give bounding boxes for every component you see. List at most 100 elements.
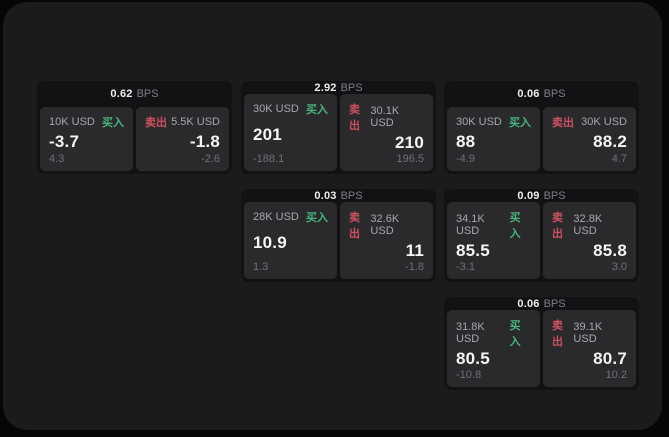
sell-amount: 32.6K USD (370, 213, 400, 237)
sell-tile-header: 卖出 30K USD (552, 114, 627, 130)
sell-price: 210 (395, 133, 424, 152)
buy-delta: -10.8 (456, 369, 482, 381)
quote-card-5: 0.09 BPS 34.1K USD 买入 85.5 -3.1 卖出 32.8K… (444, 189, 639, 282)
sell-amount: 30K USD (581, 116, 627, 128)
buy-delta: -3.1 (456, 261, 475, 273)
buy-price: 85.5 (456, 241, 490, 260)
sell-price: 80.7 (593, 349, 627, 368)
buy-price: -3.7 (49, 131, 80, 151)
sell-side-label: 卖出 (552, 212, 563, 240)
buy-amount: 10K USD (49, 116, 95, 128)
bps-unit-label: BPS (543, 297, 566, 310)
buy-amount: 28K USD (253, 211, 299, 223)
buy-tile-header: 34.1K USD 买入 (456, 209, 531, 241)
quote-card-3: 0.06 BPS 30K USD 买入 88 -4.9 卖出 30K USD (444, 81, 639, 174)
sell-quote-tile[interactable]: 卖出 30.1K USD 210 196.5 (340, 94, 433, 171)
buy-price: 201 (253, 125, 282, 144)
quote-card-2: 2.92 BPS 30K USD 买入 201 -188.1 卖出 30.1K … (241, 81, 436, 174)
card-body: 28K USD 买入 10.9 1.3 卖出 32.6K USD 11 -1.8 (241, 202, 436, 282)
bps-value: 0.09 (517, 189, 540, 202)
card-header: 0.06 BPS (444, 81, 639, 107)
sell-price: 85.8 (593, 241, 627, 260)
bps-unit-label: BPS (543, 88, 566, 100)
buy-price: 88 (456, 131, 476, 151)
card-header: 0.06 BPS (444, 297, 639, 310)
sell-amount: 30.1K USD (370, 105, 400, 129)
sell-quote-tile[interactable]: 卖出 30K USD 88.2 4.7 (543, 107, 636, 171)
card-body: 30K USD 买入 88 -4.9 卖出 30K USD 88.2 4.7 (444, 107, 639, 174)
sell-side-label: 卖出 (552, 320, 563, 348)
sell-delta: -1.8 (405, 261, 424, 273)
bps-unit-label: BPS (340, 81, 363, 94)
sell-quote-tile[interactable]: 卖出 39.1K USD 80.7 10.2 (543, 310, 636, 387)
sell-tile-header: 卖出 32.8K USD (552, 209, 627, 241)
card-body: 10K USD 买入 -3.7 4.3 卖出 5.5K USD -1.8 -2.… (37, 107, 232, 174)
sell-tile-header: 卖出 5.5K USD (145, 114, 220, 130)
buy-tile-header: 31.8K USD 买入 (456, 317, 531, 349)
buy-price: 10.9 (253, 233, 287, 252)
buy-amount: 34.1K USD (456, 213, 485, 237)
buy-quote-tile[interactable]: 34.1K USD 买入 85.5 -3.1 (447, 202, 540, 279)
sell-quote-tile[interactable]: 卖出 5.5K USD -1.8 -2.6 (136, 107, 229, 171)
buy-side-label: 买入 (509, 212, 521, 240)
card-header: 2.92 BPS (241, 81, 436, 94)
sell-price: 11 (405, 241, 424, 260)
buy-price: 80.5 (456, 349, 490, 368)
bps-unit-label: BPS (543, 189, 566, 202)
sell-side-label: 卖出 (349, 104, 360, 132)
sell-side-label: 卖出 (349, 212, 360, 240)
sell-delta: -2.6 (201, 153, 220, 165)
buy-quote-tile[interactable]: 30K USD 买入 201 -188.1 (244, 94, 337, 171)
bps-value: 2.92 (314, 81, 337, 94)
bps-unit-label: BPS (136, 88, 159, 100)
quote-card-6: 0.06 BPS 31.8K USD 买入 80.5 -10.8 卖出 39.1… (444, 297, 639, 390)
quote-card-4: 0.03 BPS 28K USD 买入 10.9 1.3 卖出 32.6K US… (241, 189, 436, 282)
buy-quote-tile[interactable]: 10K USD 买入 -3.7 4.3 (40, 107, 133, 171)
card-body: 34.1K USD 买入 85.5 -3.1 卖出 32.8K USD 85.8… (444, 202, 639, 282)
buy-delta: 4.3 (49, 153, 65, 165)
sell-tile-header: 卖出 32.6K USD (349, 209, 424, 241)
sell-delta: 10.2 (605, 369, 627, 381)
buy-amount: 30K USD (456, 116, 502, 128)
buy-tile-header: 10K USD 买入 (49, 114, 124, 130)
buy-side-label: 买入 (102, 117, 124, 129)
buy-delta: -4.9 (456, 153, 475, 165)
buy-side-label: 买入 (306, 212, 328, 224)
buy-amount: 31.8K USD (456, 321, 485, 345)
buy-quote-tile[interactable]: 31.8K USD 买入 80.5 -10.8 (447, 310, 540, 387)
sell-amount: 39.1K USD (573, 321, 603, 345)
buy-quote-tile[interactable]: 28K USD 买入 10.9 1.3 (244, 202, 337, 279)
buy-delta: 1.3 (253, 261, 269, 273)
sell-tile-header: 卖出 30.1K USD (349, 101, 424, 133)
bps-value: 0.06 (517, 297, 540, 310)
sell-quote-tile[interactable]: 卖出 32.8K USD 85.8 3.0 (543, 202, 636, 279)
bps-value: 0.03 (314, 189, 337, 202)
buy-delta: -188.1 (253, 153, 285, 165)
sell-delta: 4.7 (611, 153, 627, 165)
card-header: 0.03 BPS (241, 189, 436, 202)
buy-side-label: 买入 (306, 104, 328, 116)
sell-side-label: 卖出 (552, 117, 574, 129)
sell-amount: 32.8K USD (573, 213, 603, 237)
quote-card-1: 0.62 BPS 10K USD 买入 -3.7 4.3 卖出 5.5K USD (37, 81, 232, 174)
buy-amount: 30K USD (253, 103, 299, 115)
sell-amount: 5.5K USD (171, 116, 220, 128)
buy-side-label: 买入 (509, 320, 521, 348)
buy-tile-header: 28K USD 买入 (253, 209, 328, 225)
sell-side-label: 卖出 (145, 117, 167, 129)
bps-value: 0.62 (110, 88, 133, 100)
buy-tile-header: 30K USD 买入 (456, 114, 531, 130)
sell-delta: 3.0 (611, 261, 627, 273)
buy-tile-header: 30K USD 买入 (253, 101, 328, 117)
sell-price: 88.2 (593, 131, 627, 151)
sell-delta: 196.5 (396, 153, 424, 165)
card-header: 0.09 BPS (444, 189, 639, 202)
card-body: 30K USD 买入 201 -188.1 卖出 30.1K USD 210 1… (241, 94, 436, 174)
bps-value: 0.06 (517, 88, 540, 100)
sell-tile-header: 卖出 39.1K USD (552, 317, 627, 349)
sell-price: -1.8 (189, 131, 220, 151)
sell-quote-tile[interactable]: 卖出 32.6K USD 11 -1.8 (340, 202, 433, 279)
main-panel: 0.62 BPS 10K USD 买入 -3.7 4.3 卖出 5.5K USD (3, 2, 662, 430)
buy-quote-tile[interactable]: 30K USD 买入 88 -4.9 (447, 107, 540, 171)
